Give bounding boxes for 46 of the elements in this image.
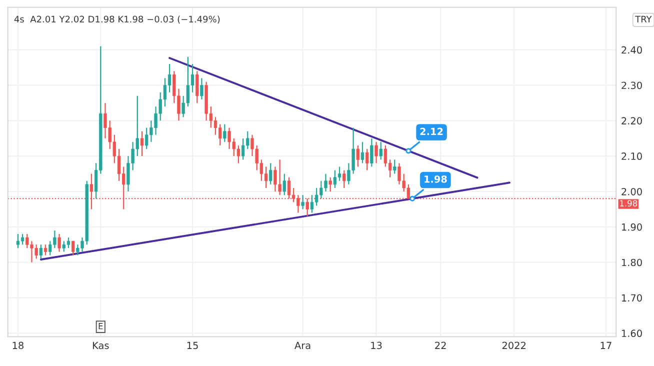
candlestick: [356, 144, 360, 168]
x-tick-label: 2022: [502, 342, 526, 350]
ref-line-label: 1.98: [620, 200, 638, 206]
candlestick: [196, 70, 199, 104]
candlestick: [333, 170, 337, 189]
y-tick-label: 1.60: [622, 330, 642, 338]
candlestick: [58, 233, 61, 252]
x-tick-label: 18: [12, 342, 24, 350]
text: 4s A2.01 Y2.02 D1.98 K1.98 −0.03 (−1.49%): [14, 16, 220, 24]
text: TRY: [635, 16, 652, 22]
candlestick: [328, 176, 332, 192]
x-tick-label: Kas: [92, 342, 109, 350]
y-tick-label: 2.40: [622, 46, 642, 54]
candlestick: [282, 173, 286, 196]
candlestick: [370, 138, 374, 168]
x-tick-label: 15: [187, 342, 198, 350]
y-tick-label: 1.90: [622, 223, 642, 231]
annotation: 1.98: [424, 175, 447, 183]
y-tick-label: 2.00: [622, 188, 642, 196]
candlestick: [342, 170, 346, 189]
x-tick-label: Ara: [294, 342, 310, 350]
x-tick-label: 17: [600, 342, 612, 349]
candlestick: [140, 130, 144, 157]
x-tick-label: 22: [435, 342, 446, 349]
y-tick-label: 2.10: [622, 152, 642, 160]
candlestick: [20, 233, 24, 246]
y-tick-label: 2.30: [622, 82, 642, 90]
candlestick: [393, 159, 396, 174]
annotation: 2.12: [420, 128, 443, 135]
candlestick: [269, 162, 272, 185]
candlestick: [223, 124, 226, 142]
annotation: E: [98, 323, 103, 330]
y-tick-label: 1.80: [622, 258, 642, 266]
candlestick: [301, 194, 304, 210]
candlestick: [379, 141, 382, 160]
y-tick-label: 1.70: [622, 294, 642, 302]
candlestick: [218, 124, 222, 146]
candlestick: [374, 141, 378, 164]
x-tick-label: 13: [371, 342, 382, 350]
candlestick: [365, 148, 369, 171]
candlestick: [39, 244, 43, 260]
candlestick: [360, 141, 364, 164]
candlestick: [71, 240, 75, 256]
candlestick: [200, 78, 204, 100]
y-tick-label: 2.20: [622, 117, 642, 124]
candlestick: [44, 244, 48, 256]
